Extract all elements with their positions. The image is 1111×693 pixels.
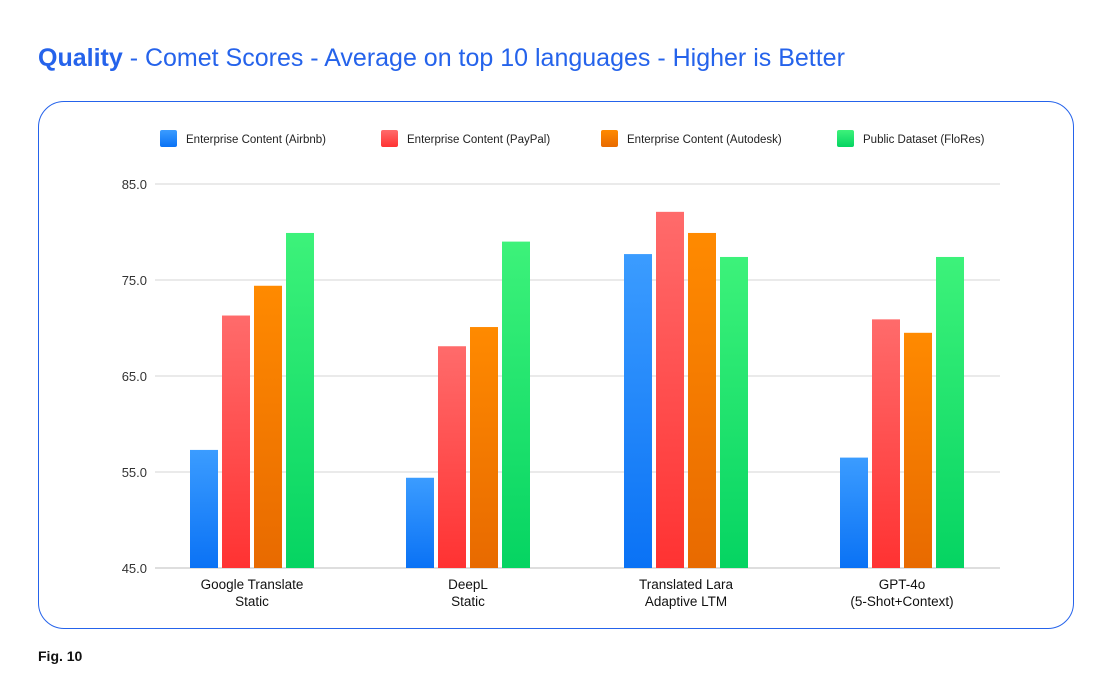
y-tick-label: 65.0 (122, 369, 147, 384)
bar (438, 346, 466, 568)
legend-entry: Public Dataset (FloRes) (863, 134, 985, 146)
figure-label: Fig. 10 (38, 648, 83, 664)
legend-swatch (837, 130, 854, 147)
x-tick-label: GPT-4o (879, 577, 926, 592)
chart-frame (38, 101, 1074, 629)
bar (286, 232, 314, 568)
bar (936, 256, 964, 568)
y-tick-label: 45.0 (122, 561, 147, 576)
bar (624, 254, 652, 568)
legend-entry: Enterprise Content (PayPal) (407, 134, 550, 146)
legend-entry: Enterprise Content (Airbnb) (186, 134, 326, 146)
y-tick-label: 75.0 (122, 273, 147, 288)
x-tick-label: DeepL (448, 577, 488, 592)
bar (656, 211, 684, 568)
bar (872, 319, 900, 568)
legend-swatch (160, 130, 177, 147)
legend-swatch (601, 130, 618, 147)
bar (190, 449, 218, 568)
page-title: Quality - Comet Scores - Average on top … (38, 44, 845, 73)
bar (222, 315, 250, 568)
x-tick-label: Static (451, 594, 485, 609)
bar (904, 332, 932, 568)
bar (840, 457, 868, 568)
x-tick-label: Adaptive LTM (645, 594, 727, 609)
title-strong: Quality (38, 44, 123, 72)
bar (254, 285, 282, 568)
bar (720, 256, 748, 568)
x-tick-label: (5-Shot+Context) (850, 594, 953, 609)
bar (406, 477, 434, 568)
x-tick-label: Static (235, 594, 269, 609)
bar (502, 241, 530, 568)
legend-entry: Enterprise Content (Autodesk) (627, 134, 782, 146)
y-tick-label: 55.0 (122, 465, 147, 480)
bar (470, 327, 498, 568)
y-tick-label: 85.0 (122, 177, 147, 192)
x-tick-label: Translated Lara (639, 577, 734, 592)
legend-swatch (381, 130, 398, 147)
bar (688, 232, 716, 568)
x-tick-label: Google Translate (201, 577, 304, 592)
title-rest: - Comet Scores - Average on top 10 langu… (122, 44, 845, 72)
